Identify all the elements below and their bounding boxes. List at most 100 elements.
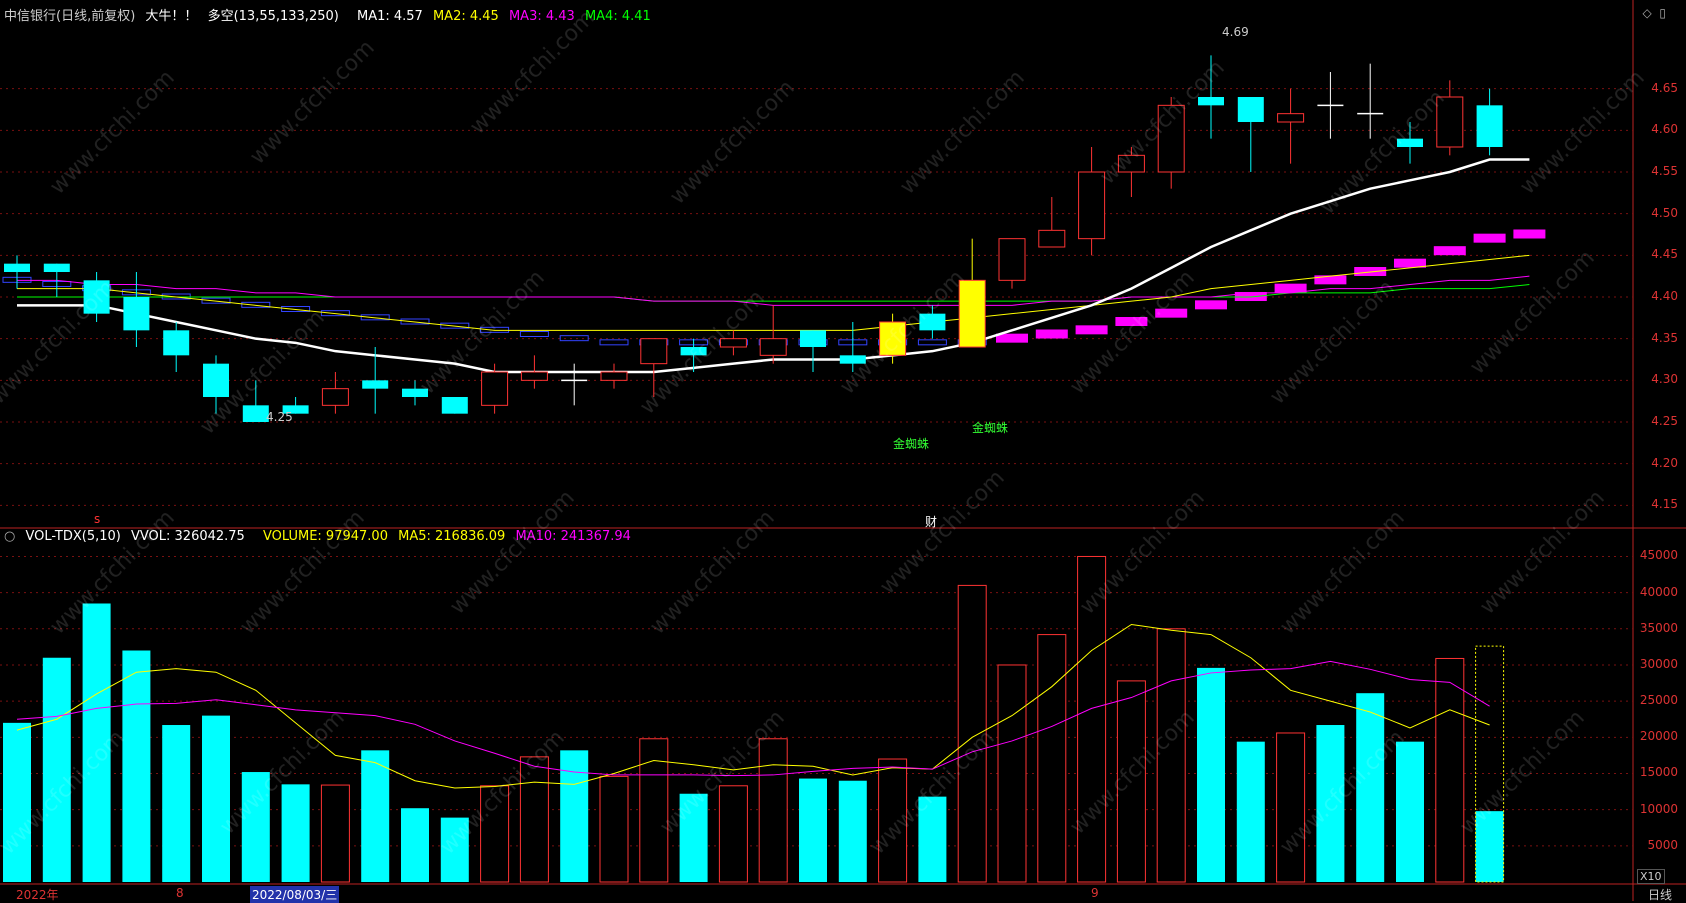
candle-body xyxy=(43,263,70,272)
finance-marker[interactable]: 财 xyxy=(925,515,938,529)
candle-body xyxy=(441,397,468,414)
candle-body xyxy=(481,371,509,406)
signal-daniu: 大牛！！ xyxy=(145,9,198,24)
volume-bar xyxy=(3,722,31,882)
band-marker xyxy=(201,297,231,304)
candle-body xyxy=(402,388,428,397)
candle-body xyxy=(163,330,190,356)
ma3-label: MA3: 4.43 xyxy=(508,9,575,24)
ma4-line xyxy=(17,284,1530,302)
band-marker xyxy=(241,301,271,308)
candle-body xyxy=(839,355,866,364)
price-header: 中信银行(日线,前复权) 大牛！！ 多空(13,55,133,250) MA1:… xyxy=(4,5,657,24)
volume-bar xyxy=(560,750,589,882)
ma5-label: MA5: 216836.09 xyxy=(398,529,506,544)
band-marker xyxy=(440,322,470,329)
volume-bar xyxy=(519,756,549,883)
volume-bar xyxy=(1396,741,1424,882)
volume-tick-label: 35000 xyxy=(1639,620,1678,635)
volume-bar xyxy=(1116,680,1146,883)
stock-title[interactable]: 中信银行(日线,前复权) xyxy=(4,9,136,24)
volume-bar xyxy=(718,785,748,883)
price-tick-label: 4.30 xyxy=(1651,372,1678,387)
price-tick-label: 4.20 xyxy=(1651,455,1678,470)
volume-bar xyxy=(480,785,510,883)
volume-tick-label: 15000 xyxy=(1639,765,1678,780)
band-marker xyxy=(996,333,1028,343)
vol-ma10-line xyxy=(16,660,1490,777)
volume-bar xyxy=(82,603,111,882)
volume-header: ○ VOL-TDX(5,10) VVOL: 326042.75 VOLUME: … xyxy=(4,529,637,544)
x-month-8: 8 xyxy=(176,886,184,900)
volume-bar xyxy=(122,650,151,882)
signal-jinzhizhu-2: 金蜘蛛 xyxy=(972,421,1009,435)
volume-bar xyxy=(997,664,1027,883)
volume-bar xyxy=(758,738,788,883)
candle-body xyxy=(4,263,30,272)
volume-bar xyxy=(1156,628,1186,883)
candle-body xyxy=(282,405,309,414)
volume-unit-badge: X10 xyxy=(1637,869,1665,884)
vvol-estimate-bar xyxy=(1475,645,1505,883)
band-marker xyxy=(599,339,629,346)
ma4-label: MA4: 4.41 xyxy=(584,9,651,24)
volume-bar xyxy=(918,796,947,882)
ma10-label: MA10: 241367.94 xyxy=(515,529,631,544)
vol-name: VOL-TDX(5,10) xyxy=(25,529,121,544)
candle-body xyxy=(123,297,150,331)
x-cursor-date: 2022/08/03/三 xyxy=(250,886,340,903)
band-marker xyxy=(360,314,390,321)
band-marker xyxy=(1513,229,1546,239)
price-tick-label: 4.25 xyxy=(1651,414,1678,428)
volume-bar xyxy=(639,738,669,883)
candle-body xyxy=(1237,97,1264,122)
volume-bar xyxy=(1276,732,1306,883)
scrollbar-icon[interactable]: ▯ xyxy=(1659,6,1666,20)
candle-body xyxy=(879,321,907,356)
candle-body xyxy=(1038,229,1066,248)
band-marker xyxy=(281,306,311,312)
volume-tick-label: 10000 xyxy=(1639,801,1678,816)
price-tick-label: 4.40 xyxy=(1651,289,1678,303)
diamond-icon[interactable]: ◇ xyxy=(1642,6,1652,20)
volume-bar xyxy=(361,750,390,882)
volume-bar xyxy=(878,758,908,883)
price-tick-label: 4.60 xyxy=(1651,122,1678,137)
candle-body xyxy=(998,238,1026,281)
event-marker[interactable]: s xyxy=(94,512,101,526)
band-marker xyxy=(1314,275,1347,285)
volume-label: VOLUME: 97947.00 xyxy=(262,529,388,544)
candle-body xyxy=(362,380,389,389)
volume-bar xyxy=(1197,667,1225,882)
candle-body xyxy=(1397,138,1423,147)
band-marker xyxy=(400,318,430,325)
candle-body xyxy=(1277,113,1305,123)
volume-bar xyxy=(401,808,429,882)
band-marker xyxy=(1115,317,1148,326)
candle-body xyxy=(83,280,110,314)
candle-body xyxy=(1078,171,1106,240)
x-year-label: 2022年 xyxy=(16,888,59,902)
volume-bar xyxy=(1077,555,1107,883)
candle-body xyxy=(719,338,747,348)
circle-icon[interactable]: ○ xyxy=(4,529,16,544)
candle-body xyxy=(1436,96,1464,148)
candle-body xyxy=(680,347,707,356)
signal-jinzhizhu-1: 金蜘蛛 xyxy=(893,437,930,451)
volume-bar xyxy=(1475,811,1504,882)
candle-body xyxy=(1476,105,1503,147)
volume-bar xyxy=(162,725,191,882)
candle-body xyxy=(800,330,826,347)
period-label[interactable]: 日线 xyxy=(1648,888,1673,902)
candle-body xyxy=(1198,97,1224,106)
volume-bar xyxy=(241,772,270,882)
volume-bar xyxy=(1316,725,1345,882)
volume-bar xyxy=(1236,741,1265,882)
volume-tick-label: 25000 xyxy=(1639,693,1678,708)
price-tick-label: 4.15 xyxy=(1651,497,1678,512)
band-marker xyxy=(1473,233,1506,243)
volume-bar xyxy=(281,784,310,882)
candle-body xyxy=(759,338,787,356)
